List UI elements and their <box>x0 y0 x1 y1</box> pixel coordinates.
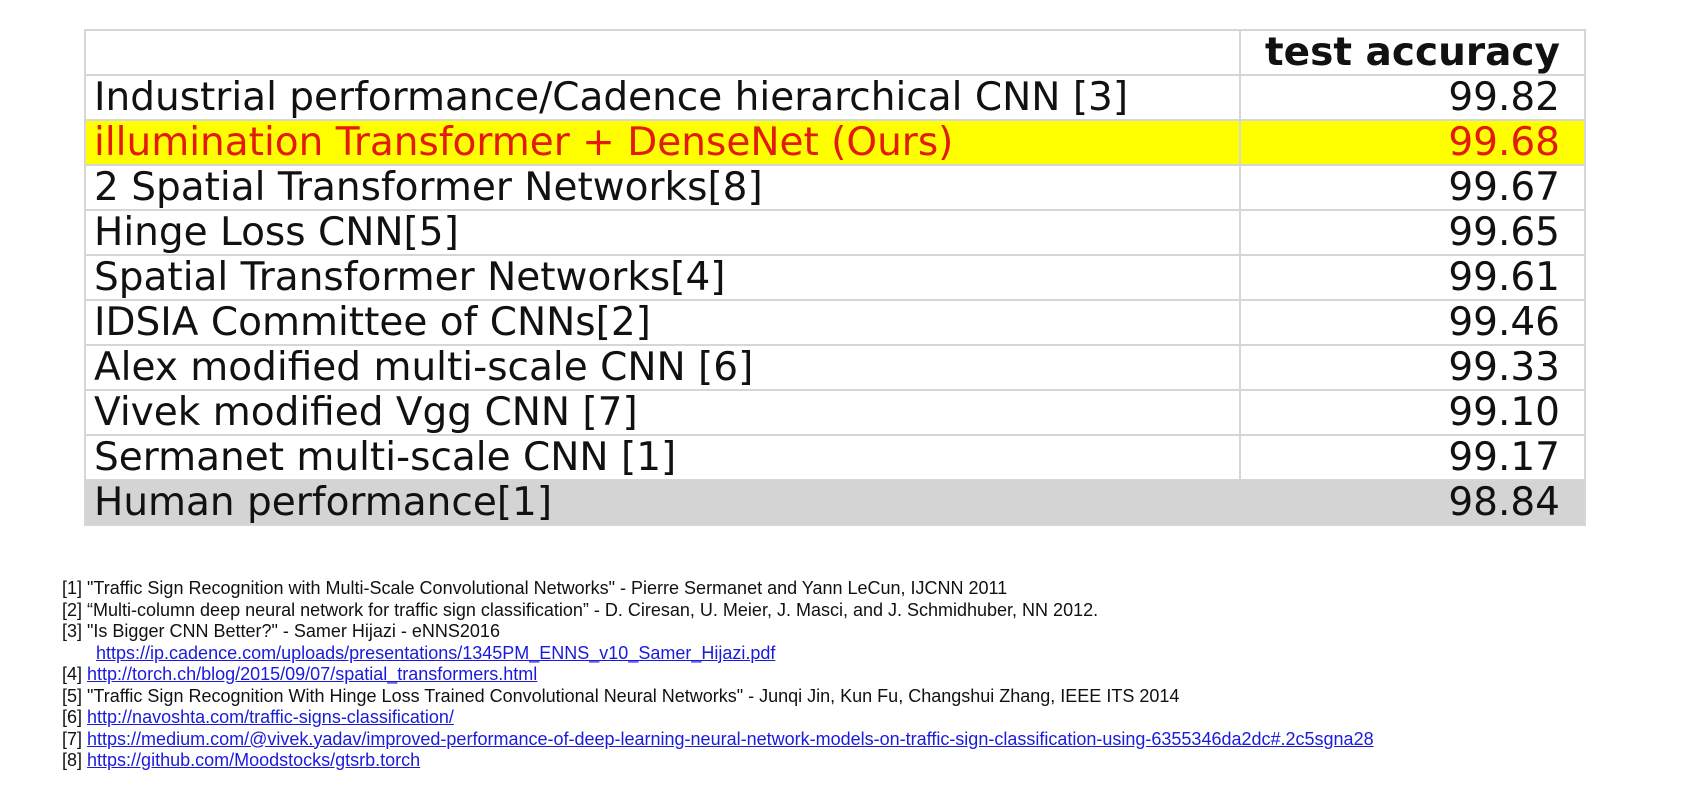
results-table: test accuracy Industrial performance/Cad… <box>84 29 1586 526</box>
accuracy-cell: 99.82 <box>1239 74 1586 121</box>
reference-number: [2] <box>62 599 83 620</box>
method-cell: Hinge Loss CNN[5] <box>84 209 1241 256</box>
table-row: Industrial performance/Cadence hierarchi… <box>84 74 1586 121</box>
method-cell: Spatial Transformer Networks[4] <box>84 254 1241 301</box>
reference-5: [5] "Traffic Sign Recognition With Hinge… <box>62 686 1374 708</box>
reference-7: [7] https://medium.com/@vivek.yadav/impr… <box>62 729 1374 751</box>
reference-4: [4] http://torch.ch/blog/2015/09/07/spat… <box>62 664 1374 686</box>
method-cell: Industrial performance/Cadence hierarchi… <box>84 74 1241 121</box>
reference-link[interactable]: http://torch.ch/blog/2015/09/07/spatial_… <box>87 664 538 684</box>
method-cell: IDSIA Committee of CNNs[2] <box>84 299 1241 346</box>
reference-number: [8] <box>62 750 83 770</box>
method-cell: illumination Transformer + DenseNet (Our… <box>84 119 1241 166</box>
reference-number: [1] <box>62 578 83 598</box>
table-row: 2 Spatial Transformer Networks[8] 99.67 <box>84 164 1586 211</box>
table-row-ours-highlighted: illumination Transformer + DenseNet (Our… <box>84 119 1586 166</box>
table-row: Hinge Loss CNN[5] 99.65 <box>84 209 1586 256</box>
table-row: Sermanet multi-scale CNN [1] 99.17 <box>84 434 1586 481</box>
accuracy-cell: 99.10 <box>1239 389 1586 436</box>
accuracy-cell: 99.67 <box>1239 164 1586 211</box>
accuracy-cell: 98.84 <box>1239 479 1586 526</box>
reference-number: [3] <box>62 621 83 641</box>
accuracy-cell: 99.46 <box>1239 299 1586 346</box>
accuracy-cell: 99.61 <box>1239 254 1586 301</box>
table-row-human-highlighted: Human performance[1] 98.84 <box>84 479 1586 526</box>
reference-1: [1] "Traffic Sign Recognition with Multi… <box>62 578 1374 600</box>
reference-number: [4] <box>62 664 83 684</box>
accuracy-cell: 99.65 <box>1239 209 1586 256</box>
reference-number: [5] <box>62 685 83 706</box>
reference-text: "Traffic Sign Recognition With Hinge Los… <box>87 685 1180 706</box>
table-row: IDSIA Committee of CNNs[2] 99.46 <box>84 299 1586 346</box>
reference-3: [3] "Is Bigger CNN Better?" - Samer Hija… <box>62 621 1374 643</box>
reference-link[interactable]: http://navoshta.com/traffic-signs-classi… <box>87 707 454 727</box>
method-cell: Sermanet multi-scale CNN [1] <box>84 434 1241 481</box>
reference-3-link-line: https://ip.cadence.com/uploads/presentat… <box>62 643 1374 665</box>
table-row: Vivek modified Vgg CNN [7] 99.10 <box>84 389 1586 436</box>
method-cell: 2 Spatial Transformer Networks[8] <box>84 164 1241 211</box>
reference-text: “Multi-column deep neural network for tr… <box>87 599 1099 620</box>
reference-link[interactable]: https://ip.cadence.com/uploads/presentat… <box>96 642 776 663</box>
reference-text: "Is Bigger CNN Better?" - Samer Hijazi -… <box>87 621 500 641</box>
reference-number: [7] <box>62 728 83 749</box>
table-row: Alex modified multi-scale CNN [6] 99.33 <box>84 344 1586 391</box>
accuracy-header-cell: test accuracy <box>1239 29 1586 76</box>
method-cell: Vivek modified Vgg CNN [7] <box>84 389 1241 436</box>
accuracy-cell: 99.33 <box>1239 344 1586 391</box>
accuracy-cell: 99.68 <box>1239 119 1586 166</box>
reference-link[interactable]: https://medium.com/@vivek.yadav/improved… <box>87 728 1374 749</box>
references-list: [1] "Traffic Sign Recognition with Multi… <box>62 578 1374 772</box>
method-header-cell <box>84 29 1241 76</box>
method-cell: Human performance[1] <box>84 479 1241 526</box>
reference-link[interactable]: https://github.com/Moodstocks/gtsrb.torc… <box>87 750 421 770</box>
reference-8: [8] https://github.com/Moodstocks/gtsrb.… <box>62 750 1374 772</box>
reference-6: [6] http://navoshta.com/traffic-signs-cl… <box>62 707 1374 729</box>
reference-number: [6] <box>62 707 83 727</box>
table-row: Spatial Transformer Networks[4] 99.61 <box>84 254 1586 301</box>
method-cell: Alex modified multi-scale CNN [6] <box>84 344 1241 391</box>
reference-text: "Traffic Sign Recognition with Multi-Sca… <box>87 578 1008 598</box>
reference-2: [2] “Multi-column deep neural network fo… <box>62 600 1374 622</box>
table-header-row: test accuracy <box>84 29 1586 76</box>
accuracy-cell: 99.17 <box>1239 434 1586 481</box>
